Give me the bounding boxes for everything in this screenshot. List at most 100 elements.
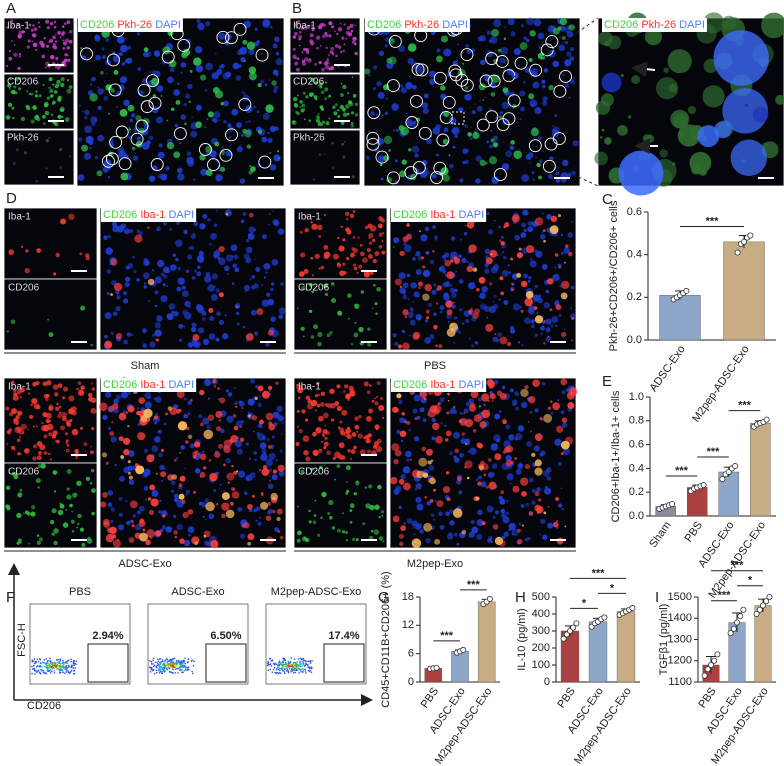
cell: [144, 401, 152, 409]
event: [302, 659, 305, 662]
cell: [91, 387, 95, 391]
cell: [354, 24, 356, 27]
cell: [243, 253, 250, 260]
cell: [350, 458, 352, 460]
cell: [488, 481, 497, 490]
cell: [515, 433, 523, 441]
cell: [407, 43, 417, 52]
stain-part: Iba-1: [430, 209, 455, 221]
cell: [519, 90, 526, 97]
data-point: [737, 613, 744, 620]
cell: [19, 488, 23, 492]
event: [281, 664, 284, 667]
cell: [555, 171, 560, 176]
cell: [107, 234, 111, 239]
cell: [563, 328, 566, 331]
cell: [242, 211, 247, 216]
event: [70, 658, 72, 661]
cell: [492, 301, 495, 303]
cell: [260, 79, 265, 84]
cell: [215, 410, 223, 418]
cell: [45, 19, 50, 24]
cell: [507, 264, 510, 267]
cell: [322, 23, 326, 27]
cell: [136, 136, 142, 142]
cell: [449, 410, 454, 415]
cell: [312, 431, 317, 437]
cell: [443, 424, 447, 428]
cell: [406, 223, 410, 227]
cell: [41, 54, 46, 59]
cell: [305, 395, 311, 401]
cell: [25, 249, 29, 253]
cell: [205, 169, 213, 177]
cell: [192, 333, 200, 341]
cell: [137, 127, 140, 130]
cell: [545, 318, 552, 325]
cell: [456, 476, 462, 482]
cell: [185, 489, 191, 494]
cell: [18, 55, 22, 58]
cell: [242, 325, 246, 329]
cell: [310, 77, 315, 82]
cell: [223, 463, 226, 467]
panel-letter: E: [602, 373, 612, 390]
cell: [532, 379, 540, 388]
cell: [449, 451, 453, 456]
event: [40, 662, 43, 665]
cell: [250, 166, 256, 172]
cell: [416, 415, 421, 420]
cell: [343, 23, 346, 26]
data-point: [669, 501, 676, 508]
cell: [548, 84, 554, 91]
cell: [35, 49, 38, 52]
cell: [179, 142, 182, 145]
cell: [458, 107, 464, 113]
cell: [321, 440, 324, 444]
cell: [156, 85, 164, 92]
cell: [320, 123, 324, 127]
cell: [327, 96, 329, 99]
cell: [441, 35, 449, 43]
cell: [246, 41, 256, 51]
cell: [72, 492, 78, 498]
cell: [744, 103, 749, 107]
event: [40, 669, 43, 672]
inset-label: Iba-1: [8, 212, 31, 223]
cell: [456, 542, 460, 546]
cell: [254, 396, 258, 400]
event: [287, 662, 290, 664]
inset-label: Iba-1: [8, 382, 31, 393]
cell: [274, 527, 279, 532]
cell: [32, 105, 37, 110]
cell: [176, 221, 180, 225]
cell: [352, 36, 357, 41]
cell: [187, 254, 193, 260]
event: [184, 668, 187, 670]
cell: [63, 386, 69, 392]
cell: [372, 65, 378, 70]
cell: [431, 173, 437, 179]
event: [163, 668, 165, 671]
significance-label: *: [748, 575, 753, 587]
cell: [369, 384, 372, 387]
cell: [322, 434, 325, 438]
cell: [376, 438, 382, 444]
cell: [317, 533, 321, 537]
cell: [444, 260, 451, 267]
event: [148, 666, 151, 669]
cell: [263, 262, 271, 270]
cell: [226, 472, 235, 481]
cell: [487, 408, 490, 412]
cell: [491, 28, 499, 37]
cell: [184, 467, 187, 470]
panel-letter: C: [602, 191, 613, 208]
cell: [230, 434, 239, 443]
cell: [468, 531, 475, 538]
cell: [424, 226, 430, 232]
cell: [352, 210, 356, 213]
cell: [631, 75, 641, 85]
cell: [160, 173, 168, 181]
cell: [458, 254, 462, 259]
cell: [136, 32, 141, 36]
